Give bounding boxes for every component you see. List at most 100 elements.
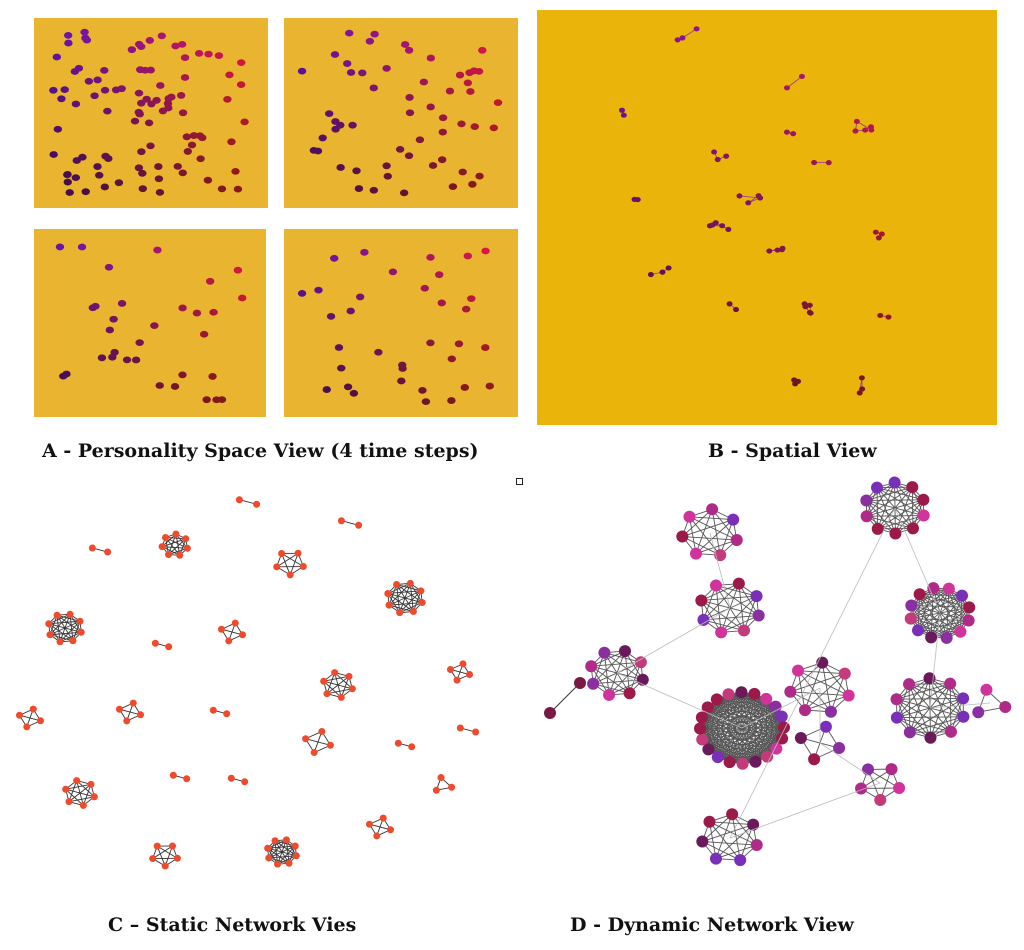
- dynamic-network-node: [714, 549, 727, 562]
- spatial-agent: [806, 302, 813, 308]
- static-network-node: [337, 693, 345, 701]
- dynamic-network-node: [761, 750, 774, 763]
- dynamic-network-edge: [946, 595, 963, 639]
- static-network-edge: [387, 590, 421, 594]
- personality-plot-t3-dots: [55, 243, 247, 404]
- spatial-agent: [792, 381, 799, 387]
- dynamic-network-node: [694, 722, 707, 735]
- static-network-edge: [268, 845, 296, 859]
- personality-dot: [97, 354, 107, 362]
- dynamic-network-node: [819, 720, 832, 733]
- static-network-node: [56, 638, 64, 646]
- caption-d: D - Dynamic Network View: [570, 914, 854, 936]
- personality-dot: [346, 69, 356, 76]
- dynamic-network-edge: [741, 691, 785, 728]
- personality-dot: [100, 86, 110, 94]
- dynamic-network-node: [906, 522, 919, 535]
- dynamic-network-edge: [608, 661, 642, 696]
- dynamic-network-edge: [876, 487, 924, 501]
- personality-dot: [122, 356, 132, 364]
- static-network-node: [90, 793, 98, 801]
- personality-dot: [91, 302, 100, 310]
- dynamic-network-edge: [689, 516, 737, 541]
- dynamic-network-node: [748, 687, 761, 700]
- static-network-graph: [15, 496, 480, 870]
- personality-dot: [297, 67, 307, 75]
- personality-dot: [419, 78, 429, 86]
- dynamic-network-node: [838, 667, 851, 680]
- static-network-node: [137, 711, 145, 719]
- static-network-edge: [48, 620, 81, 625]
- personality-dot: [173, 162, 182, 170]
- personality-dot: [227, 138, 236, 146]
- dynamic-network-node: [942, 582, 955, 595]
- static-network-node: [153, 842, 161, 850]
- personality-dot: [360, 248, 369, 256]
- dynamic-network-edge: [911, 595, 963, 606]
- static-network-node: [45, 620, 53, 628]
- dynamic-network-edge: [755, 706, 777, 762]
- personality-dot: [374, 348, 383, 356]
- dynamic-network-node: [777, 721, 790, 734]
- dynamic-network-edge: [708, 748, 768, 758]
- static-network-node: [29, 705, 37, 713]
- static-network-edge: [156, 845, 178, 859]
- static-network-edge: [65, 783, 92, 790]
- dynamic-network-node: [574, 677, 586, 689]
- personality-dot: [180, 54, 190, 61]
- dynamic-network-edge: [894, 482, 924, 516]
- dynamic-network-edge: [896, 677, 930, 700]
- dynamic-network-node: [890, 711, 903, 724]
- dynamic-network-node: [750, 590, 763, 603]
- static-network-node: [217, 625, 225, 633]
- static-network-node: [384, 589, 392, 597]
- static-network-edge: [277, 845, 296, 865]
- static-network-node: [292, 852, 300, 860]
- static-network-edge: [175, 533, 181, 556]
- personality-dot: [144, 119, 154, 127]
- dynamic-network-edge: [682, 536, 737, 541]
- dynamic-network-edge: [917, 588, 950, 631]
- dynamic-network-edge: [729, 716, 783, 763]
- personality-dot: [192, 309, 202, 317]
- dynamic-network-bridge: [709, 532, 731, 609]
- static-network-node: [115, 705, 123, 713]
- dynamic-network-node: [954, 625, 967, 638]
- personality-dot: [134, 108, 143, 116]
- personality-plot-t2-dots: [297, 29, 503, 197]
- static-network-edge: [396, 584, 422, 592]
- caption-b: B - Spatial View: [708, 440, 877, 462]
- static-network-node: [302, 735, 310, 743]
- static-network-node: [448, 783, 456, 791]
- personality-dot: [426, 54, 436, 62]
- dynamic-network-node: [695, 594, 708, 607]
- static-network-node: [323, 690, 331, 698]
- static-network-node: [394, 739, 402, 747]
- personality-dot: [405, 109, 415, 117]
- personality-dot: [365, 37, 375, 45]
- dynamic-network-edge: [933, 587, 970, 608]
- spatial-agent: [875, 235, 882, 241]
- static-network-edge: [281, 553, 291, 576]
- static-network-node: [77, 628, 85, 636]
- personality-dot: [187, 141, 197, 149]
- static-network-node: [453, 676, 461, 684]
- static-network-edge: [276, 552, 299, 568]
- personality-dot: [156, 82, 165, 89]
- personality-dot: [318, 134, 327, 142]
- spatial-agent: [825, 160, 832, 166]
- static-network-node: [278, 549, 286, 557]
- dynamic-network-edge: [695, 509, 713, 554]
- static-network-edge: [82, 784, 92, 806]
- static-network-node: [129, 699, 137, 707]
- personality-dot: [180, 74, 190, 81]
- static-network-node: [373, 832, 381, 840]
- dynamic-network-edge: [930, 698, 964, 739]
- static-network-edge: [412, 590, 422, 612]
- spatial-agent: [877, 312, 884, 319]
- dynamic-network-bridge: [616, 607, 731, 674]
- dynamic-network-node: [889, 527, 902, 540]
- dynamic-network-edge: [591, 661, 641, 667]
- personality-dot: [426, 253, 435, 261]
- dynamic-network-bridge: [929, 702, 991, 709]
